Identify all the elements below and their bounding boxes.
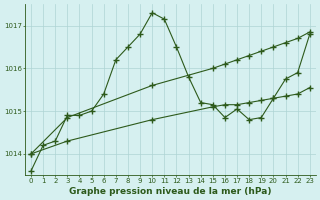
X-axis label: Graphe pression niveau de la mer (hPa): Graphe pression niveau de la mer (hPa) (69, 187, 272, 196)
